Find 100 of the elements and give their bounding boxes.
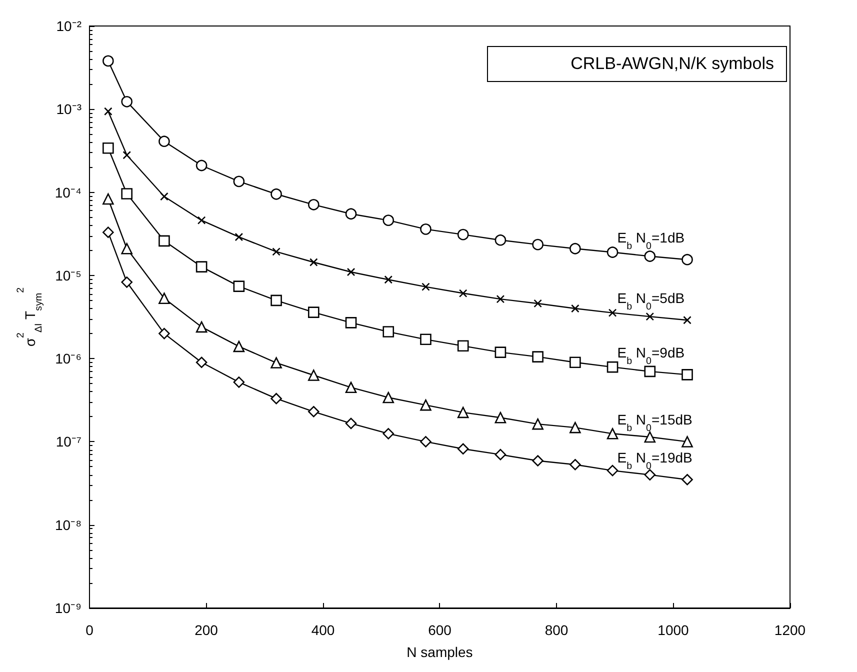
- point: [196, 356, 208, 368]
- point: [420, 224, 432, 235]
- point: [382, 428, 394, 440]
- point: [532, 238, 544, 250]
- point: [532, 455, 544, 466]
- point: [122, 150, 131, 160]
- point: [160, 192, 168, 201]
- y-tick-label: 10⁻²: [56, 18, 82, 34]
- point: [458, 289, 468, 298]
- point: [646, 312, 654, 321]
- point: [422, 282, 430, 291]
- point: [345, 418, 357, 430]
- point: [158, 235, 170, 247]
- point: [457, 406, 469, 418]
- point: [345, 208, 357, 220]
- x-tick-label: 600: [428, 622, 452, 638]
- point: [121, 242, 132, 254]
- point: [420, 436, 432, 448]
- point: [102, 142, 114, 154]
- text-box: CRLB-AWGN,N/K symbols: [487, 46, 787, 82]
- point: [496, 294, 505, 304]
- point: [606, 246, 618, 258]
- point: [196, 321, 208, 333]
- point: [682, 369, 693, 380]
- point: [534, 299, 542, 308]
- point: [102, 226, 114, 238]
- point: [234, 232, 244, 242]
- x-tick-label: 0: [86, 622, 94, 638]
- point: [532, 418, 544, 430]
- point: [457, 340, 469, 352]
- point: [270, 188, 282, 200]
- point: [644, 469, 656, 480]
- point: [570, 458, 581, 470]
- point: [570, 422, 581, 434]
- point: [121, 188, 132, 200]
- point: [196, 261, 208, 272]
- y-axis-title: σ2ΔI Tsym2: [16, 287, 44, 347]
- point: [121, 276, 132, 288]
- point: [606, 464, 618, 476]
- point: [104, 107, 112, 116]
- point: [682, 254, 693, 266]
- point: [233, 176, 245, 188]
- y-tick-label: 10⁻⁸: [55, 516, 82, 533]
- point: [457, 443, 469, 455]
- x-tick-label: 200: [194, 622, 218, 638]
- point: [570, 242, 581, 254]
- point: [384, 275, 393, 284]
- point: [308, 406, 320, 418]
- point: [644, 366, 656, 378]
- point: [270, 294, 282, 306]
- x-tick-label: 1200: [774, 622, 806, 638]
- point: [158, 136, 170, 147]
- point: [608, 308, 617, 317]
- x-tick-label: 800: [544, 622, 568, 638]
- point: [494, 448, 506, 460]
- point: [270, 357, 282, 368]
- point: [420, 334, 432, 346]
- point: [272, 248, 280, 256]
- y-tick-label: 10⁻⁷: [56, 434, 82, 450]
- y-tick-label: 10⁻⁴: [54, 184, 82, 200]
- point: [158, 328, 170, 340]
- point: [346, 268, 356, 276]
- point: [570, 356, 581, 368]
- point: [308, 199, 320, 210]
- point: [310, 258, 318, 266]
- point: [382, 214, 394, 226]
- point: [457, 228, 469, 240]
- point: [233, 280, 245, 292]
- point: [197, 216, 206, 224]
- point: [644, 250, 656, 262]
- point: [571, 304, 580, 313]
- point: [683, 316, 692, 324]
- point: [102, 55, 114, 67]
- y-tick-label: 10⁻⁶: [55, 350, 82, 367]
- point: [196, 160, 208, 172]
- y-tick-label: 10⁻³: [56, 101, 82, 118]
- y-tick-label: 10⁻⁵: [55, 267, 82, 284]
- x-axis-title: N samples: [406, 644, 473, 660]
- x-tick-label: 400: [311, 622, 335, 638]
- x-tick-label: 1000: [658, 622, 690, 638]
- point: [682, 436, 693, 448]
- point: [494, 412, 506, 424]
- point: [494, 346, 506, 358]
- point: [102, 193, 114, 205]
- point: [382, 326, 394, 338]
- point: [682, 474, 693, 486]
- point: [308, 370, 320, 381]
- point: [345, 382, 357, 394]
- point: [606, 428, 618, 440]
- point: [382, 392, 394, 404]
- point: [345, 317, 357, 328]
- point: [158, 292, 170, 304]
- point: [420, 399, 432, 411]
- point: [233, 340, 245, 352]
- point: [233, 376, 245, 388]
- point: [606, 361, 618, 373]
- point: [270, 392, 282, 404]
- point: [308, 306, 320, 318]
- point: [494, 234, 506, 246]
- point: [532, 351, 544, 362]
